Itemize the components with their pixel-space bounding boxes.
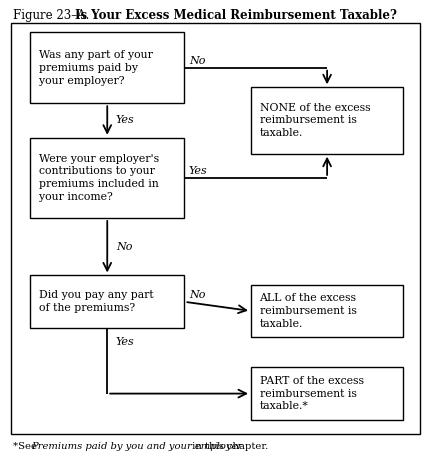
- Text: Premiums paid by you and your employer: Premiums paid by you and your employer: [31, 442, 242, 451]
- Bar: [30, 32, 184, 103]
- Bar: [30, 138, 184, 218]
- Text: NONE of the excess
reimbursement is
taxable.: NONE of the excess reimbursement is taxa…: [260, 103, 370, 138]
- Text: Is Your Excess Medical Reimbursement Taxable?: Is Your Excess Medical Reimbursement Tax…: [75, 9, 397, 22]
- Text: Was any part of your
premiums paid by
your employer?: Was any part of your premiums paid by yo…: [39, 50, 152, 85]
- Text: No: No: [189, 56, 205, 66]
- Text: in this chapter.: in this chapter.: [189, 442, 268, 451]
- Bar: [30, 275, 184, 328]
- Text: Did you pay any part
of the premiums?: Did you pay any part of the premiums?: [39, 291, 153, 313]
- Text: Yes: Yes: [116, 116, 135, 125]
- Bar: [251, 87, 403, 154]
- Text: No: No: [116, 242, 132, 252]
- Bar: [11, 23, 420, 434]
- Text: No: No: [189, 290, 205, 300]
- Text: ALL of the excess
reimbursement is
taxable.: ALL of the excess reimbursement is taxab…: [260, 293, 356, 329]
- Text: *See: *See: [13, 442, 40, 451]
- Text: Yes: Yes: [189, 166, 208, 176]
- Text: Yes: Yes: [116, 337, 135, 347]
- Text: Were your employer's
contributions to your
premiums included in
your income?: Were your employer's contributions to yo…: [39, 154, 159, 202]
- Bar: [251, 285, 403, 337]
- Text: Figure 23–A.: Figure 23–A.: [13, 9, 93, 22]
- Bar: [251, 367, 403, 420]
- Text: PART of the excess
reimbursement is
taxable.*: PART of the excess reimbursement is taxa…: [260, 376, 363, 411]
